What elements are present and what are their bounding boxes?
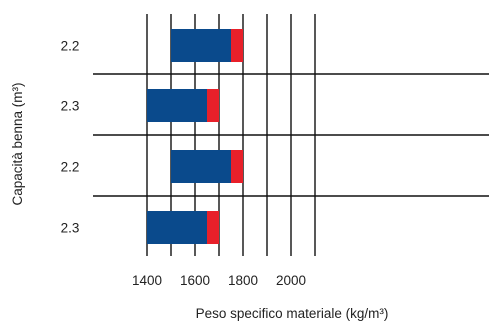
bar-range-red xyxy=(231,29,243,62)
x-tick-label: 1600 xyxy=(180,273,210,288)
x-tick-label: 1800 xyxy=(228,273,258,288)
category-label: 2.3 xyxy=(61,99,80,114)
bar-range-red xyxy=(207,89,219,122)
x-tick-label: 2000 xyxy=(276,273,306,288)
category-label: 2.2 xyxy=(61,160,80,175)
bar-range-red xyxy=(207,211,219,244)
category-labels: 2.2 2.3 2.2 2.3 xyxy=(61,39,80,236)
category-label: 2.2 xyxy=(61,39,80,54)
bars xyxy=(147,29,243,244)
bar-range-blue xyxy=(147,211,207,244)
bar-range-blue xyxy=(147,89,207,122)
bar-range-blue xyxy=(171,150,231,183)
x-axis-title: Peso specifico materiale (kg/m³) xyxy=(196,306,389,321)
category-label: 2.3 xyxy=(61,221,80,236)
bar-range-red xyxy=(231,150,243,183)
y-axis-title: Capacità benna (m³) xyxy=(10,82,25,205)
x-tick-labels: 1400 1600 1800 2000 xyxy=(132,273,306,288)
x-tick-label: 1400 xyxy=(132,273,162,288)
bar-range-blue xyxy=(171,29,231,62)
